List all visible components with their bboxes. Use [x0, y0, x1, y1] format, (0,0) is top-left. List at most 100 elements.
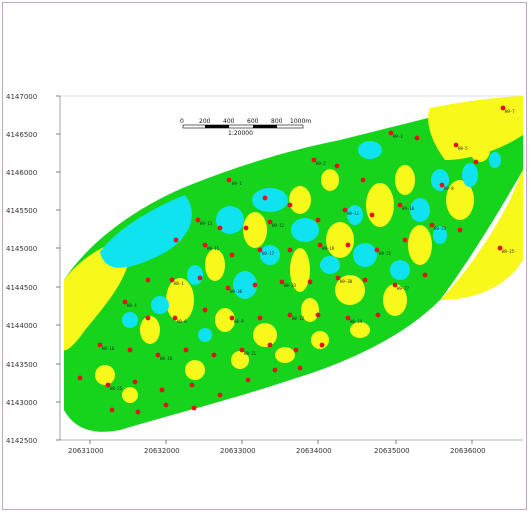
y-tick-label: 4145500 — [6, 207, 37, 215]
well-label: H9-1 — [232, 181, 242, 186]
well-marker — [109, 407, 115, 413]
well-label: H9-21 — [379, 251, 392, 256]
well-marker — [335, 275, 341, 281]
well-marker — [202, 307, 208, 313]
well-marker — [226, 177, 232, 183]
well-label: H9-19 — [322, 246, 335, 251]
scale-tick-label: 800 — [271, 118, 283, 125]
well-marker — [287, 247, 293, 253]
well-label: H9-36 — [230, 289, 243, 294]
well-marker — [243, 225, 249, 231]
well-marker — [163, 402, 169, 408]
well-label: H9-3 — [393, 134, 403, 139]
well-label: H8-1 — [174, 281, 184, 286]
well-label: H9-27 — [397, 286, 410, 291]
x-tick-label: 20635000 — [374, 447, 410, 455]
well-label: H9-7 — [505, 109, 515, 114]
scale-tick-label: 1000m — [290, 118, 311, 125]
well-label: H9-10 — [402, 206, 415, 211]
well-marker — [229, 252, 235, 258]
well-marker — [375, 312, 381, 318]
y-tick-label: 4146500 — [6, 131, 37, 139]
y-tick-label: 4142500 — [6, 437, 37, 445]
well-label: H8-12 — [292, 316, 305, 321]
well-marker — [202, 242, 208, 248]
x-tick-label: 20633000 — [220, 447, 256, 455]
well-marker — [342, 207, 348, 213]
well-label: H9-11 — [347, 211, 360, 216]
y-tick-label: 4144500 — [6, 284, 37, 292]
well-marker — [145, 277, 151, 283]
x-tick-label: 20632000 — [144, 447, 180, 455]
y-axis: 4147000 4146500 4146000 4145500 4145000 … — [6, 93, 60, 445]
well-marker — [473, 159, 479, 165]
well-marker — [414, 135, 420, 141]
well-marker — [225, 285, 231, 291]
well-marker — [239, 347, 245, 353]
well-marker — [169, 277, 175, 283]
well-marker — [105, 382, 111, 388]
well-label: H9-13 — [200, 221, 213, 226]
well-label: H8-18 — [160, 356, 173, 361]
well-marker — [77, 375, 83, 381]
well-marker — [315, 217, 321, 223]
well-label: H9-5 — [458, 146, 468, 151]
well-marker — [267, 342, 273, 348]
well-label: H9-15 — [207, 246, 220, 251]
well-marker — [307, 279, 313, 285]
well-marker — [195, 217, 201, 223]
well-label: H9-23 — [434, 226, 447, 231]
well-marker — [257, 247, 263, 253]
well-label: H9-2 — [316, 161, 326, 166]
well-marker — [497, 245, 503, 251]
well-marker — [159, 387, 165, 393]
well-marker — [402, 237, 408, 243]
well-marker — [369, 212, 375, 218]
well-label: H8-25 — [110, 386, 123, 391]
well-marker — [293, 347, 299, 353]
well-marker — [317, 242, 323, 248]
well-label: H9-17 — [262, 251, 275, 256]
well-marker — [397, 202, 403, 208]
well-marker — [217, 392, 223, 398]
well-marker — [297, 365, 303, 371]
well-marker — [229, 315, 235, 321]
y-tick-label: 4147000 — [6, 93, 37, 101]
well-marker — [374, 247, 380, 253]
well-marker — [252, 282, 258, 288]
well-label: H8-21 — [244, 351, 257, 356]
well-marker — [197, 275, 203, 281]
well-marker — [334, 163, 340, 169]
cyan-zones — [100, 141, 501, 342]
well-marker — [127, 347, 133, 353]
well-marker — [267, 219, 273, 225]
well-marker — [315, 312, 321, 318]
well-marker — [311, 157, 317, 163]
well-label: H8-9 — [234, 319, 244, 324]
scale-tick-label: 0 — [180, 118, 184, 125]
x-tick-label: 20636000 — [450, 447, 486, 455]
well-marker — [173, 237, 179, 243]
well-marker — [345, 242, 351, 248]
y-tick-label: 4144000 — [6, 322, 37, 330]
well-marker — [319, 342, 325, 348]
x-tick-label: 20634000 — [296, 447, 332, 455]
well-marker — [262, 195, 268, 201]
well-marker — [122, 299, 128, 305]
scale-tick-label: 400 — [223, 118, 235, 125]
well-marker — [97, 342, 103, 348]
well-marker — [388, 130, 394, 136]
well-marker — [362, 277, 368, 283]
y-tick-label: 4143000 — [6, 399, 37, 407]
y-tick-label: 4143500 — [6, 361, 37, 369]
well-marker — [392, 282, 398, 288]
well-label: H9-25 — [502, 249, 515, 254]
well-label: H8-16 — [102, 346, 115, 351]
well-marker — [279, 279, 285, 285]
x-tick-label: 20631000 — [68, 447, 104, 455]
well-marker — [211, 352, 217, 358]
scale-ratio: 1:20000 — [228, 130, 253, 137]
well-labels: H9-1 H9-2 H9-3 H9-5 H9-7 H9-8 H9-10 H9-1… — [102, 109, 515, 391]
well-label: H9-12 — [272, 223, 285, 228]
well-label: H9-8 — [444, 186, 454, 191]
